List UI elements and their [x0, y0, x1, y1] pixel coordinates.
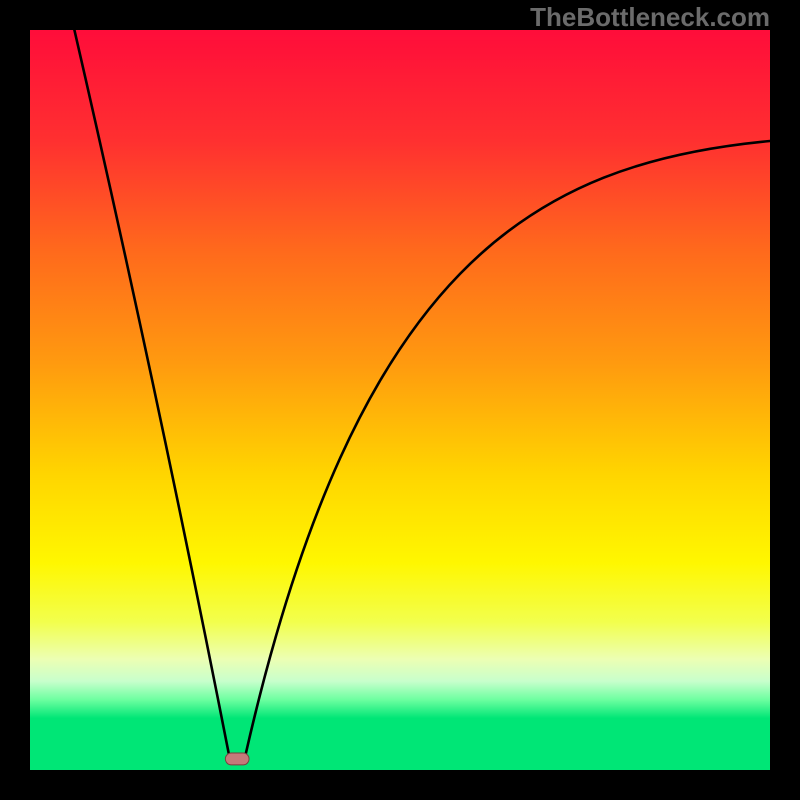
- plot-gradient-background: [30, 30, 770, 770]
- baseline-green-band: [30, 718, 770, 770]
- bottleneck-chart: [0, 0, 800, 800]
- chart-stage: TheBottleneck.com: [0, 0, 800, 800]
- optimal-marker: [225, 753, 249, 765]
